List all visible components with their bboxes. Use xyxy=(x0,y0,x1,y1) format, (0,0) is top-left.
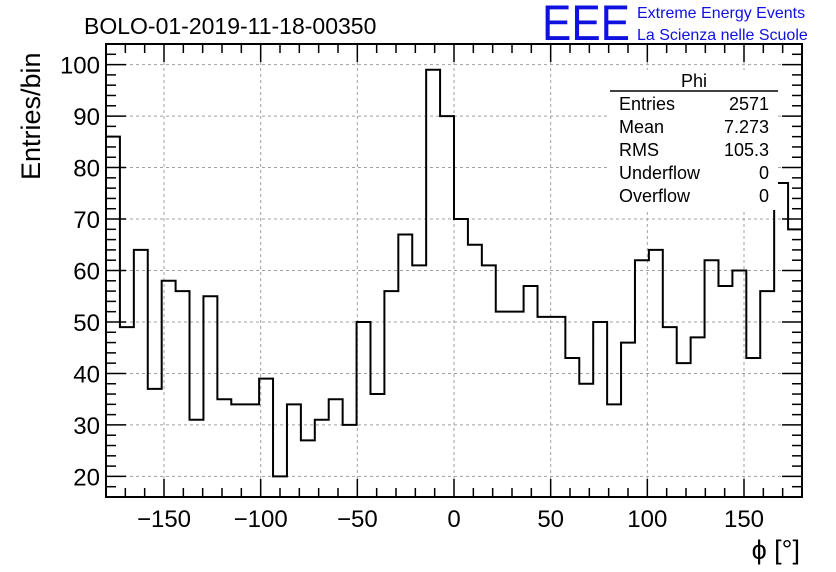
y-tick-label: 90 xyxy=(73,104,100,131)
stats-label: Entries xyxy=(619,94,675,114)
histogram-bin xyxy=(691,337,705,497)
x-tick-label: 100 xyxy=(627,506,667,533)
histogram-bin xyxy=(538,317,552,497)
histogram-bin xyxy=(454,219,468,497)
y-tick-label: 100 xyxy=(60,53,100,80)
stats-value: 7.273 xyxy=(724,117,769,137)
x-tick-label: 0 xyxy=(447,506,460,533)
histogram-bin xyxy=(190,420,204,497)
stats-label: Overflow xyxy=(619,186,691,206)
y-tick-labels: 20 30 40 50 60 70 80 90 100 xyxy=(60,53,100,492)
stats-row-mean: Mean 7.273 xyxy=(619,117,769,137)
stats-box-background xyxy=(608,70,778,210)
y-axis-title: Entries/bin xyxy=(16,52,46,180)
y-tick-label: 30 xyxy=(73,413,100,440)
x-tick-labels: −150 −100 −50 0 50 100 150 xyxy=(137,506,764,533)
x-tick-label: −100 xyxy=(234,506,288,533)
histogram-bin xyxy=(203,296,217,497)
histogram-bin xyxy=(148,389,162,497)
stats-value: 0 xyxy=(759,163,769,183)
y-tick-label: 20 xyxy=(73,464,100,491)
chart-title: BOLO-01-2019-11-18-00350 xyxy=(84,13,376,39)
histogram-bin xyxy=(663,327,677,497)
histogram-bin xyxy=(301,440,315,497)
stats-label: RMS xyxy=(619,140,659,160)
histogram-bin xyxy=(524,286,538,497)
histogram-bin xyxy=(482,265,496,497)
stats-value: 0 xyxy=(759,186,769,206)
logo-line-2: La Scienza nelle Scuole xyxy=(637,27,808,44)
x-axis-title: ϕ [°] xyxy=(752,535,800,565)
stats-label: Mean xyxy=(619,117,664,137)
y-tick-label: 60 xyxy=(73,259,100,286)
stats-row-entries: Entries 2571 xyxy=(619,94,769,114)
histogram-bin xyxy=(217,399,231,497)
x-tick-label: 150 xyxy=(724,506,764,533)
histogram-bin xyxy=(705,260,719,497)
histogram-bin xyxy=(440,116,454,497)
logo-acronym: EEE xyxy=(542,0,630,51)
histogram-bin xyxy=(357,322,371,497)
histogram-bin xyxy=(412,265,426,497)
y-tick-label: 40 xyxy=(73,361,100,388)
logo-line-1: Extreme Energy Events xyxy=(637,5,805,22)
y-tick-label: 50 xyxy=(73,310,100,337)
histogram-bin xyxy=(315,420,329,497)
histogram-bin xyxy=(287,404,301,497)
y-tick-label: 70 xyxy=(73,207,100,234)
histogram-bin xyxy=(106,137,120,497)
histogram-bin xyxy=(468,245,482,497)
histogram-bin xyxy=(496,312,510,497)
stats-label: Underflow xyxy=(619,163,701,183)
x-tick-label: 50 xyxy=(537,506,564,533)
histogram-bin xyxy=(621,343,635,497)
x-tick-label: −150 xyxy=(137,506,191,533)
histogram-bin xyxy=(607,404,621,497)
histogram-bin xyxy=(398,234,412,497)
histogram-bin xyxy=(329,399,343,497)
histogram-bin xyxy=(176,291,190,497)
histogram-bin xyxy=(120,327,134,497)
histogram-bin xyxy=(343,425,357,497)
stats-value: 2571 xyxy=(729,94,769,114)
histogram-step-line xyxy=(105,68,803,497)
histogram-bin xyxy=(774,183,788,497)
stats-box: Phi Entries 2571 Mean 7.273 RMS 105.3 Un… xyxy=(608,70,778,210)
x-tick-label: −50 xyxy=(337,506,378,533)
histogram-bin xyxy=(579,384,593,497)
histogram-bin xyxy=(718,286,732,497)
histogram-bin xyxy=(565,358,579,497)
histogram-bin xyxy=(635,260,649,497)
y-tick-label: 80 xyxy=(73,156,100,183)
stats-row-underflow: Underflow 0 xyxy=(619,163,769,183)
stats-value: 105.3 xyxy=(724,140,769,160)
histogram-bin xyxy=(426,70,440,497)
histogram-bin xyxy=(677,363,691,497)
eee-logo: EEE Extreme Energy Events La Scienza nel… xyxy=(542,0,808,51)
histogram-bin xyxy=(510,312,524,497)
stats-title: Phi xyxy=(681,71,707,91)
stats-row-rms: RMS 105.3 xyxy=(619,140,769,160)
histogram-bin xyxy=(245,404,259,497)
histogram-bin xyxy=(370,394,384,497)
axis-ticks xyxy=(106,43,802,497)
stats-row-overflow: Overflow 0 xyxy=(619,186,769,206)
histogram-bin xyxy=(231,404,245,497)
histogram-bin xyxy=(551,317,565,497)
histogram-bin xyxy=(593,322,607,497)
histogram-bin xyxy=(134,250,148,497)
